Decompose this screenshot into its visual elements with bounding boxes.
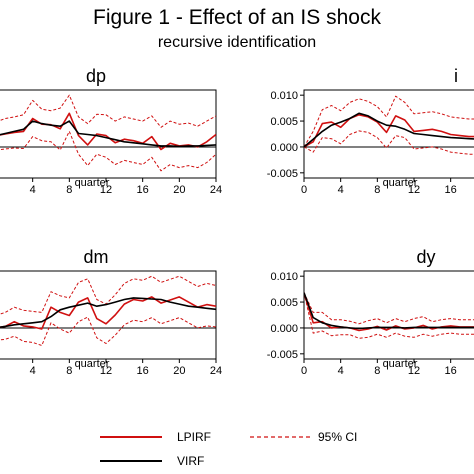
series-ci-upper	[304, 95, 474, 148]
series-ci-lower	[0, 130, 216, 172]
x-tick-label: 12	[408, 184, 420, 196]
x-tick-label: 16	[137, 184, 149, 196]
x-tick-label: 8	[374, 184, 380, 196]
series-lpirf	[0, 112, 216, 151]
y-tick-label: 0.000	[270, 323, 298, 335]
series-virf	[304, 112, 474, 148]
x-tick-label: 16	[445, 365, 457, 377]
x-tick-label: 24	[210, 365, 222, 377]
x-tick-label: 4	[338, 365, 344, 377]
series-virf	[0, 297, 216, 329]
series-ci-lower	[0, 316, 216, 346]
plot-frame	[0, 89, 217, 179]
x-tick-label: 0	[301, 184, 307, 196]
x-tick-label: 12	[100, 365, 112, 377]
y-tick-label: -0.005	[267, 349, 298, 361]
plot-frame	[0, 270, 217, 360]
panel-title: dp	[86, 66, 106, 86]
legend-ci-label: 95% CI	[318, 430, 357, 444]
series-ci-upper	[304, 292, 474, 325]
x-tick-label: 8	[374, 365, 380, 377]
x-axis-label: quarter	[75, 177, 110, 189]
series-group	[304, 95, 474, 155]
x-tick-label: 8	[66, 365, 72, 377]
y-tick-label: 0.000	[270, 142, 298, 154]
x-tick-label: 4	[338, 184, 344, 196]
series-group	[304, 292, 474, 339]
panel-i: i 0 4 8 12 16 quarter 0.010 0.005 0.000 -0.005	[267, 66, 474, 196]
x-tick-label: 12	[100, 184, 112, 196]
x-tick-label: 12	[408, 365, 420, 377]
panel-dp: dp 4 8 12 16 20 24 quarter	[0, 66, 222, 196]
series-ci-lower	[304, 130, 474, 155]
series-virf	[0, 120, 216, 148]
x-tick-label: 20	[173, 184, 185, 196]
x-tick-label: 0	[301, 365, 307, 377]
series-group	[0, 94, 216, 172]
series-ci-lower	[304, 292, 474, 339]
series-virf	[304, 292, 474, 330]
series-lpirf	[304, 114, 474, 148]
y-tick-label: -0.005	[267, 168, 298, 180]
plot-frame	[303, 270, 474, 360]
x-tick-label: 4	[30, 365, 36, 377]
series-group	[0, 275, 216, 346]
panel-grid: dp 4 8 12 16 20 24 quarter i 0 4 8 12 16 quarter 0.010 0…	[0, 66, 474, 377]
series-lpirf	[0, 296, 216, 330]
series-ci-upper	[0, 275, 216, 315]
panel-dy: dy 0 4 8 12 16 quarter 0.010 0.005 0.000 -0.005	[267, 247, 474, 377]
panel-title: dm	[83, 247, 108, 267]
x-axis-label: quarter	[75, 358, 110, 370]
panel-dm: dm 4 8 12 16 20 24 quarter	[0, 247, 222, 377]
y-tick-label: 0.005	[270, 116, 298, 128]
y-tick-label: 0.010	[270, 90, 298, 102]
figure-subtitle: recursive identification	[158, 34, 316, 51]
panel-title: i	[454, 66, 458, 86]
figure-title: Figure 1 - Effect of an IS shock	[93, 6, 381, 29]
legend-lpirf-label: LPIRF	[177, 430, 211, 444]
legend-virf-label: VIRF	[177, 454, 204, 468]
x-axis-label: quarter	[383, 177, 418, 189]
x-axis-label: quarter	[383, 358, 418, 370]
x-tick-label: 4	[30, 184, 36, 196]
x-tick-label: 20	[173, 365, 185, 377]
legend: LPIRF 95% CI VIRF	[100, 430, 357, 468]
x-tick-label: 8	[66, 184, 72, 196]
x-tick-label: 16	[445, 184, 457, 196]
y-tick-label: 0.005	[270, 297, 298, 309]
panel-title: dy	[416, 247, 435, 267]
y-tick-label: 0.010	[270, 271, 298, 283]
x-tick-label: 24	[210, 184, 222, 196]
x-tick-label: 16	[137, 365, 149, 377]
series-ci-upper	[0, 94, 216, 128]
